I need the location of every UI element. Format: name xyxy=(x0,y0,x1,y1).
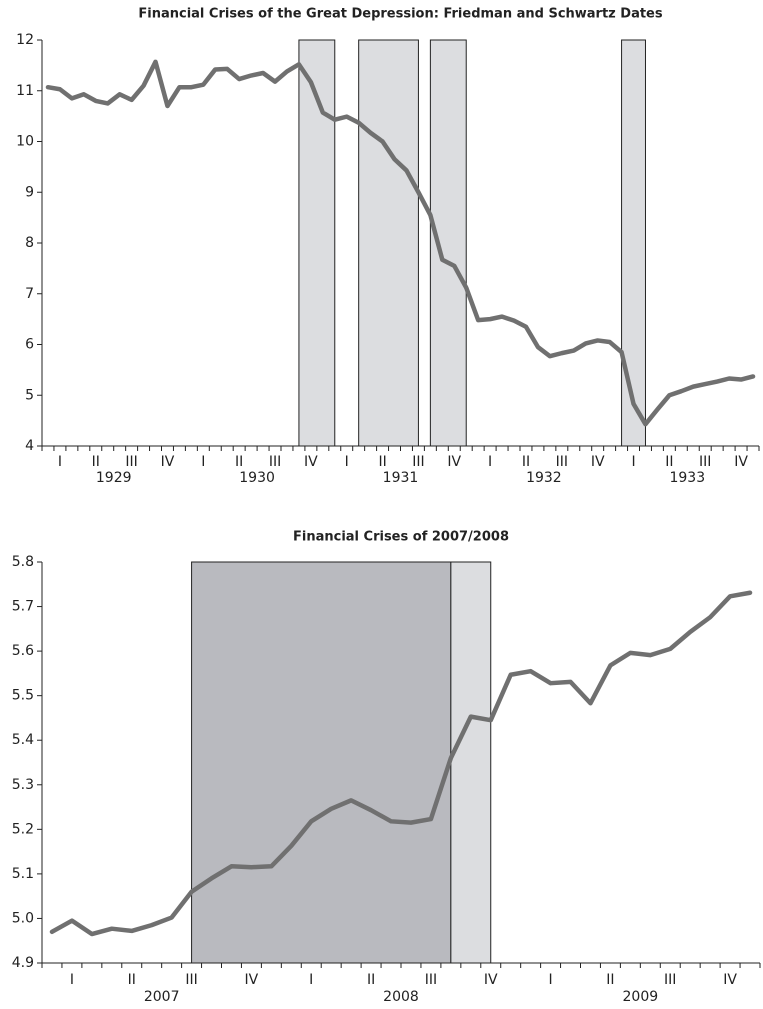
y-tick-label: 10 xyxy=(16,134,34,150)
y-tick-label: 9 xyxy=(25,184,34,200)
year-label: 2008 xyxy=(383,989,419,1005)
quarter-label: III xyxy=(269,454,281,470)
quarter-label: II xyxy=(128,972,136,988)
quarter-label: IV xyxy=(304,454,318,470)
chart-title: Financial Crises of the Great Depression… xyxy=(138,7,662,22)
quarter-label: II xyxy=(378,454,386,470)
quarter-label: I xyxy=(631,454,635,470)
quarter-label: III xyxy=(125,454,137,470)
quarter-label: I xyxy=(549,972,553,988)
year-label: 1932 xyxy=(526,470,562,486)
shaded-period xyxy=(358,39,419,447)
data-line xyxy=(49,590,753,937)
shaded-period xyxy=(450,561,492,964)
y-tick-label: 5.5 xyxy=(12,688,34,704)
shaded-period xyxy=(621,39,646,447)
quarter-label: II xyxy=(665,454,673,470)
y-tick-label: 7 xyxy=(25,286,34,302)
quarter-label: III xyxy=(699,454,711,470)
quarter-label: II xyxy=(606,972,614,988)
y-tick-label: 4 xyxy=(25,438,34,454)
quarter-label: IV xyxy=(734,454,748,470)
year-label: 2007 xyxy=(144,989,180,1005)
y-tick-label: 5.3 xyxy=(12,777,34,793)
quarter-label: I xyxy=(58,454,62,470)
y-tick-label: 5.6 xyxy=(12,643,34,659)
quarter-label: III xyxy=(664,972,676,988)
quarter-label: I xyxy=(345,454,349,470)
quarter-label: II xyxy=(367,972,375,988)
quarter-label: I xyxy=(201,454,205,470)
y-tick-label: 5.0 xyxy=(12,910,34,926)
quarter-label: III xyxy=(556,454,568,470)
quarter-label: II xyxy=(235,454,243,470)
year-label: 2009 xyxy=(623,989,659,1005)
quarter-label: III xyxy=(412,454,424,470)
y-tick-label: 12 xyxy=(16,32,34,48)
year-label: 1933 xyxy=(669,470,705,486)
quarter-label: I xyxy=(309,972,313,988)
y-tick-label: 11 xyxy=(16,83,34,99)
y-tick-label: 4.9 xyxy=(12,955,34,971)
y-tick-label: 5 xyxy=(25,387,34,403)
quarter-label: IV xyxy=(484,972,498,988)
quarter-label: IV xyxy=(245,972,259,988)
y-tick-label: 5.1 xyxy=(12,866,34,882)
quarter-label: I xyxy=(488,454,492,470)
quarter-label: III xyxy=(185,972,197,988)
quarter-label: IV xyxy=(161,454,175,470)
quarter-label: II xyxy=(92,454,100,470)
data-line xyxy=(45,59,756,427)
y-tick-label: 8 xyxy=(25,235,34,251)
quarter-label: I xyxy=(70,972,74,988)
year-label: 1929 xyxy=(96,470,132,486)
chart-title: Financial Crises of 2007/2008 xyxy=(293,530,509,545)
year-label: 1931 xyxy=(383,470,419,486)
quarter-label: IV xyxy=(447,454,461,470)
y-tick-label: 5.2 xyxy=(12,821,34,837)
quarter-label: III xyxy=(425,972,437,988)
y-tick-label: 5.8 xyxy=(12,554,34,570)
y-tick-label: 6 xyxy=(25,337,34,353)
shaded-period xyxy=(191,561,452,964)
y-tick-label: 5.7 xyxy=(12,599,34,615)
quarter-label: IV xyxy=(591,454,605,470)
year-label: 1930 xyxy=(239,470,275,486)
y-tick-label: 5.4 xyxy=(12,732,34,748)
quarter-label: II xyxy=(522,454,530,470)
quarter-label: IV xyxy=(723,972,737,988)
shaded-period xyxy=(298,39,336,447)
